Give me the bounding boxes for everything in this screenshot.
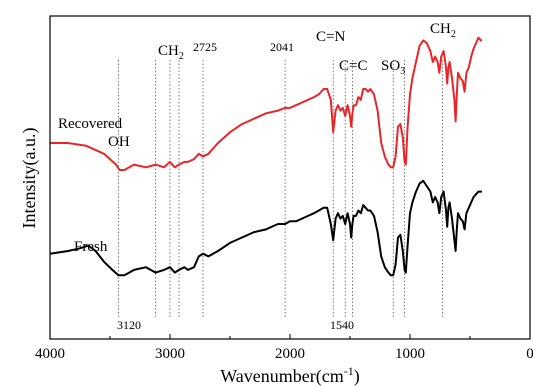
x-tick-label-3000: 3000: [155, 346, 185, 362]
ann-ch2-right: CH2: [430, 21, 456, 40]
x-axis-label: Wavenumber(cm-1): [220, 364, 360, 386]
ann-fresh: Fresh: [74, 239, 108, 255]
x-tick-label-4000: 4000: [35, 346, 65, 362]
x-tick-label-1000: 1000: [395, 346, 425, 362]
ann-2725: 2725: [193, 40, 217, 54]
ann-oh: OH: [108, 134, 130, 150]
ann-ch2-left: CH2: [158, 43, 184, 62]
ann-recovered: Recovered: [58, 116, 123, 132]
ann-cn: C=N: [316, 29, 345, 45]
ann-so3: SO3: [381, 58, 405, 77]
ann-ch2-left-sub: 2: [179, 51, 184, 62]
x-tick-label-2000: 2000: [275, 346, 305, 362]
x-tick-label-0: 0: [526, 346, 533, 362]
ann-ch2-left-text: CH: [158, 43, 179, 59]
x-axis-label-main: Wavenumber(cm: [220, 366, 344, 386]
ann-ch2-right-sub: 2: [451, 29, 456, 40]
series-line-fresh: [49, 179, 482, 277]
ann-cc: C=C: [339, 58, 367, 74]
series-line-recovered: [50, 36, 482, 171]
series-layer: [49, 36, 482, 277]
x-axis-ticks: 4000 3000 2000 1000 0: [35, 334, 533, 362]
ann-3120: 3120: [117, 318, 141, 332]
ann-ch2-right-text: CH: [430, 21, 451, 37]
reference-lines: [118, 60, 443, 318]
ann-so3-text: SO: [381, 58, 400, 74]
ann-1540: 1540: [330, 318, 354, 332]
plot-frame: [49, 15, 531, 340]
y-axis-label: Intensity(a.u.): [19, 128, 40, 229]
ann-so3-sub: 3: [400, 66, 405, 77]
ann-2041: 2041: [270, 40, 294, 54]
x-axis-label-tail: ): [354, 366, 360, 386]
x-axis-label-sup: -1: [344, 364, 354, 378]
